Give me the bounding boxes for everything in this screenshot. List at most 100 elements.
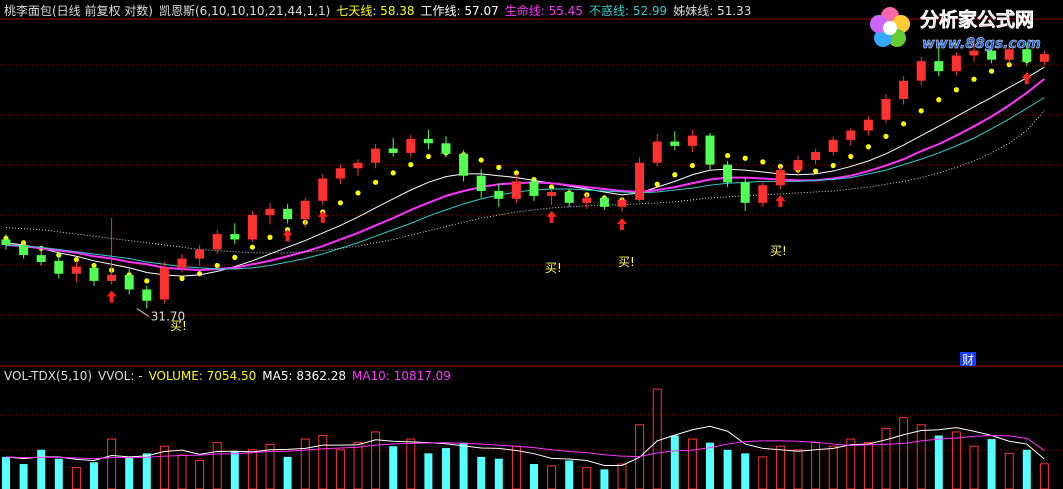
- volume-bar: [969, 445, 979, 489]
- volume-bar: [793, 449, 803, 489]
- line-dot: [144, 278, 150, 284]
- line-dot: [425, 153, 431, 160]
- buy-arrow: [106, 290, 117, 303]
- candle-body: [775, 170, 785, 186]
- candle-body: [1, 239, 11, 245]
- line-dot: [496, 164, 502, 170]
- volume-bar: [159, 445, 169, 489]
- volume-bar: [1022, 449, 1031, 489]
- ma-line: [5, 434, 1045, 460]
- line-dot: [355, 190, 361, 196]
- candle-body: [687, 135, 697, 146]
- volume-bar: [723, 449, 732, 489]
- line-dot: [813, 168, 819, 174]
- volume-bar: [71, 467, 81, 489]
- candle-body: [142, 289, 152, 301]
- annotation: 买!: [770, 244, 787, 258]
- logo-flower: [870, 7, 910, 47]
- volume-title: VOL-TDX(5,10): [4, 369, 93, 383]
- volume-bar: [54, 458, 63, 489]
- candle-body: [793, 160, 803, 171]
- candle-body: [265, 208, 275, 216]
- candle-body: [494, 190, 504, 199]
- candle-body: [899, 80, 909, 99]
- candle-body: [71, 266, 81, 274]
- volume-bar: [511, 445, 521, 489]
- candle-body: [617, 199, 627, 207]
- volume-bar: [142, 453, 151, 489]
- buy-arrow: [617, 217, 627, 230]
- volume-bar: [706, 442, 714, 489]
- volume-header: VOL-TDX(5,10) VVOL: - VOLUME: 7054.50 MA…: [4, 369, 451, 383]
- candle-body: [564, 191, 574, 203]
- volume-bar: [846, 438, 856, 489]
- candle-body: [318, 178, 328, 201]
- line-dot: [408, 162, 414, 168]
- legend-entry: 姊妹线: 51.33: [673, 4, 752, 18]
- volume-bar: [565, 460, 574, 489]
- line-dot: [267, 234, 273, 240]
- line-dot: [989, 68, 995, 74]
- watermark: 分析家公式网 www.88gs.com: [870, 7, 1041, 52]
- legend-entry: 生命线: 55.45: [504, 4, 583, 18]
- legend-entry: 七天线: 58.38: [336, 4, 415, 18]
- candle-body: [723, 164, 733, 183]
- candle-body: [1004, 49, 1014, 60]
- volume-bar: [582, 467, 592, 489]
- chart-title: 桃李面包(日线 前复权 对数): [4, 4, 153, 18]
- volume-bar: [987, 439, 996, 489]
- indicator-line: [5, 78, 1046, 272]
- finance-marker: 财: [962, 353, 974, 367]
- volume-bar: [547, 465, 557, 489]
- line-dot: [513, 170, 520, 176]
- volume-bar: [600, 469, 609, 489]
- annotation: 买!: [618, 255, 635, 269]
- candle-body: [195, 249, 205, 259]
- indicator-name: 凯恩斯(6,10,10,10,21,44,1,1): [159, 4, 331, 18]
- buy-arrow: [546, 210, 557, 223]
- volume-bar: [899, 417, 909, 489]
- candle-body: [36, 255, 46, 262]
- candle-body: [740, 182, 750, 203]
- finance-marker-box: [960, 352, 976, 366]
- candle-body: [758, 185, 768, 203]
- watermark-title: 分析家公式网: [920, 8, 1034, 31]
- volume-subtitle: VVOL: -: [98, 369, 143, 383]
- candle-body: [19, 244, 29, 256]
- volume-bar: [881, 427, 891, 489]
- volume-bar: [406, 438, 416, 489]
- candle-body: [212, 234, 222, 250]
- annotation: 买!: [545, 261, 562, 275]
- legend-entry: MA5: 8362.28: [262, 369, 346, 383]
- volume-bar: [459, 442, 468, 489]
- volume-bar: [617, 463, 627, 489]
- line-dot: [179, 275, 185, 282]
- legend-entry: MA10: 10817.09: [351, 369, 451, 383]
- buy-arrow: [317, 210, 328, 223]
- candle-body: [652, 141, 662, 163]
- volume-bar: [389, 446, 398, 489]
- candle-body: [54, 260, 64, 274]
- legend: MA5: 8362.28 MA10: 10817.09: [262, 369, 451, 383]
- candle-body: [863, 119, 873, 131]
- candle-body: [107, 274, 117, 281]
- line-dot: [777, 163, 784, 170]
- volume-bar: [670, 435, 679, 489]
- candle-body: [846, 130, 856, 140]
- volume-bar: [687, 438, 697, 489]
- line-dot: [865, 144, 872, 150]
- leader: [136, 308, 150, 317]
- volume-bar: [934, 435, 943, 489]
- candle-body: [951, 55, 961, 72]
- candle-body: [335, 168, 345, 179]
- volume-bar: [177, 454, 187, 489]
- volume-bar: [916, 424, 926, 489]
- candle-body: [230, 234, 240, 240]
- volume-bar: [741, 453, 750, 489]
- legend-entry: 不惑线: 52.99: [588, 4, 668, 18]
- candle-body: [811, 152, 821, 161]
- buy-arrow: [1021, 72, 1032, 85]
- volume-bar: [195, 459, 205, 489]
- volume-bar: [19, 464, 28, 489]
